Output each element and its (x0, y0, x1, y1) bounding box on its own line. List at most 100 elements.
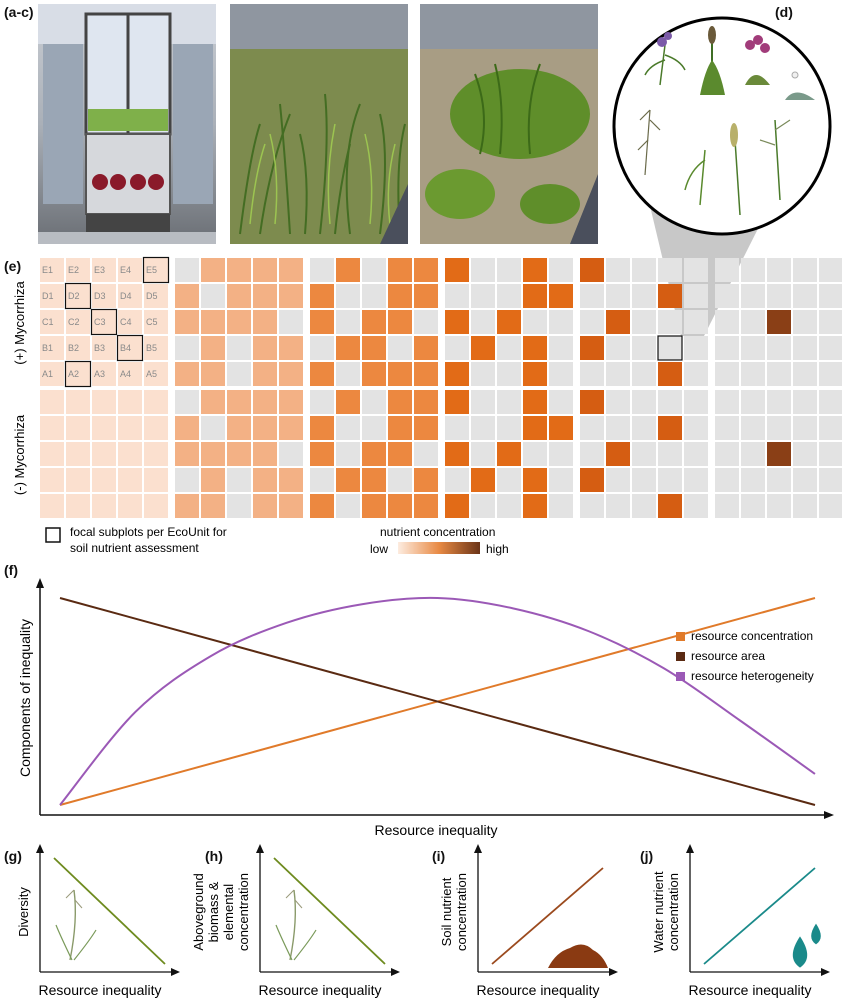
grid-cell (201, 310, 225, 334)
mini-y-arrow (686, 844, 694, 853)
grid-cell (92, 336, 116, 360)
grid-cell (471, 258, 495, 282)
grid-cell (310, 468, 334, 492)
grid-cell (471, 310, 495, 334)
grid-cell-label: A5 (146, 369, 157, 379)
grid-cell (523, 390, 547, 414)
grid-cell (310, 336, 334, 360)
grid-cell (66, 284, 90, 308)
focal-subplot-marker (142, 256, 170, 284)
grid-cell-label: B5 (146, 343, 157, 353)
legend-swatch (676, 652, 685, 661)
ecounit-chamber-photo (38, 4, 216, 244)
grid-cell (40, 390, 64, 414)
grid-cell (40, 416, 64, 440)
grid-cell (767, 258, 791, 282)
grid-cell (632, 468, 656, 492)
grid-cell (279, 258, 303, 282)
grid-cell (336, 258, 360, 282)
grid-cell (606, 442, 630, 466)
grid-cell (684, 310, 708, 334)
grid-cell (793, 390, 817, 414)
grid-cell (40, 336, 64, 360)
grid-cell (279, 362, 303, 386)
grassland-photo-low-inequality (230, 4, 408, 244)
grid-cell (40, 258, 64, 282)
grid-cell (819, 284, 842, 308)
grid-cell-label: B3 (94, 343, 105, 353)
grid-cell-label: A3 (94, 369, 105, 379)
grid-cell (388, 416, 412, 440)
grid-cell (388, 336, 412, 360)
grid-cell (92, 390, 116, 414)
mini-y-label: concentration (454, 873, 469, 951)
grid-cell (658, 310, 682, 334)
grid-cell (279, 310, 303, 334)
grid-cell-label: D2 (68, 291, 80, 301)
grid-cell (227, 390, 251, 414)
grid-cell (741, 390, 765, 414)
grid-cell (144, 468, 168, 492)
grid-cell (279, 284, 303, 308)
grid-cell (632, 310, 656, 334)
grid-cell (658, 336, 682, 360)
mini-y-arrow (256, 844, 264, 853)
grid-cell (684, 336, 708, 360)
legend-focal-box (45, 527, 61, 543)
grid-cell (684, 258, 708, 282)
grid-cell (414, 336, 438, 360)
grid-cell (362, 336, 386, 360)
grid-cell (580, 494, 604, 518)
grid-cell (362, 442, 386, 466)
grid-cell (549, 336, 573, 360)
grid-cell (66, 390, 90, 414)
grid-cell (793, 468, 817, 492)
grid-cell-label: C2 (68, 317, 80, 327)
focal-subplot-marker (90, 308, 118, 336)
grid-cell (388, 494, 412, 518)
grid-cell (144, 284, 168, 308)
grid-cell (741, 310, 765, 334)
grid-cell (336, 442, 360, 466)
grid-cell (471, 442, 495, 466)
grid-cell (471, 390, 495, 414)
grid-cell (227, 336, 251, 360)
grid-cell-label: D3 (94, 291, 106, 301)
grid-cell (715, 442, 739, 466)
grid-cell (336, 310, 360, 334)
grid-cell (414, 416, 438, 440)
grid-cell (497, 310, 521, 334)
grid-cell (253, 258, 277, 282)
grid-cell (793, 362, 817, 386)
grid-cell (715, 362, 739, 386)
grid-cell (715, 416, 739, 440)
grid-cell (362, 284, 386, 308)
grid-cell (715, 468, 739, 492)
grid-cell (92, 362, 116, 386)
grid-cell (767, 362, 791, 386)
grid-cell (549, 362, 573, 386)
grid-cell (118, 362, 142, 386)
grid-cell (549, 468, 573, 492)
grid-cell (227, 494, 251, 518)
grid-cell (684, 390, 708, 414)
grid-cell (144, 362, 168, 386)
grid-cell (471, 362, 495, 386)
grid-cell (118, 468, 142, 492)
grid-cell (279, 390, 303, 414)
grid-cell (793, 310, 817, 334)
grid-cell (715, 284, 739, 308)
grid-cell (523, 310, 547, 334)
mini-x-arrow (609, 968, 618, 976)
grid-cell (362, 362, 386, 386)
grid-cell-label: A4 (120, 369, 131, 379)
grid-cell (497, 416, 521, 440)
panel-label-e: (e) (4, 258, 22, 274)
grid-cell (92, 284, 116, 308)
grid-cell (336, 416, 360, 440)
grid-cell (279, 336, 303, 360)
grid-cell (253, 390, 277, 414)
grid-cell (497, 468, 521, 492)
mini-x-arrow (821, 968, 830, 976)
grid-cell (66, 336, 90, 360)
